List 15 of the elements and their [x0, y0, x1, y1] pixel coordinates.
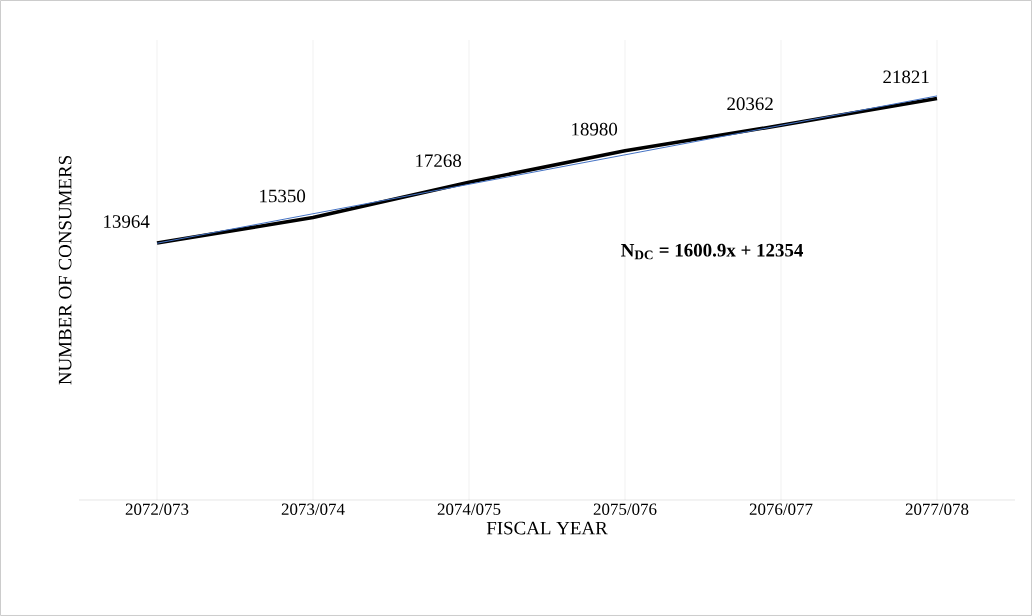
x-tick-label: 2073/074	[281, 503, 345, 515]
x-tick-label: 2076/077	[749, 503, 813, 515]
x-tick-label: 2074/075	[437, 503, 501, 515]
y-axis-title: NUMBER OF CONSUMERS	[58, 156, 72, 385]
x-tick-label: 2077/078	[905, 503, 969, 515]
x-axis-title: FISCAL YEAR	[486, 521, 608, 535]
x-tick-label: 2072/073	[125, 503, 189, 515]
data-label: 15350	[260, 189, 306, 203]
data-label: 21821	[883, 70, 929, 84]
data-label: 18980	[572, 122, 618, 136]
data-label: 20362	[727, 97, 773, 111]
annotation: N$_{DC}$ = 1600.9x + 12354	[621, 243, 804, 260]
x-tick-label: 2075/076	[593, 503, 657, 515]
data-label: 13964	[104, 215, 150, 228]
data-label: 17268	[416, 154, 462, 168]
